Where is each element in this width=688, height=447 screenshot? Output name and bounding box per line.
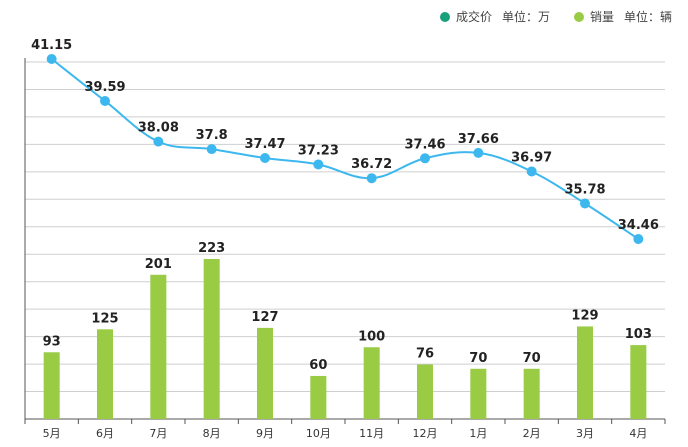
legend-price-name: 成交价 [455, 10, 492, 24]
price-value-label: 37.66 [458, 132, 499, 147]
price-point [206, 144, 217, 155]
legend-item-sales[interactable]: 销量 单位：辆 [573, 8, 672, 25]
price-point [420, 153, 430, 164]
legend-item-price[interactable]: 成交价 单位：万 [439, 8, 550, 25]
price-point [100, 95, 110, 106]
price-value-label: 36.72 [351, 157, 392, 172]
x-tick-label: 11月 [359, 427, 384, 440]
legend-sales-dot-icon [573, 11, 584, 22]
price-value-label: 36.97 [511, 150, 552, 165]
price-value-label: 37.47 [244, 137, 285, 152]
x-tick-label: 5月 [43, 427, 61, 440]
price-point [153, 136, 164, 147]
bar [43, 352, 60, 419]
bar [310, 375, 327, 419]
x-tick-label: 4月 [629, 427, 647, 440]
legend-sales-name: 销量 [589, 10, 614, 24]
price-value-label: 41.15 [31, 38, 72, 53]
price-point [526, 166, 537, 177]
price-point [313, 159, 324, 170]
bar [630, 345, 647, 419]
price-value-label: 37.8 [196, 128, 228, 143]
x-tick-label: 10月 [306, 427, 331, 440]
x-tick-label: 6月 [96, 427, 114, 440]
price-point [473, 147, 484, 158]
price-value-label: 35.78 [564, 182, 605, 197]
bar-value-label: 125 [91, 311, 118, 326]
legend: 成交价 单位：万 销量 单位：辆 [416, 8, 672, 25]
bar-value-label: 60 [309, 358, 327, 373]
x-tick-label: 3月 [576, 427, 594, 440]
price-point [46, 54, 57, 64]
bar [417, 364, 433, 419]
bar [577, 326, 593, 419]
legend-price-dot-icon [439, 11, 450, 22]
bar-value-label: 103 [625, 327, 652, 342]
x-tick-label: 2月 [523, 427, 541, 440]
legend-price-unit: 单位：万 [501, 10, 550, 24]
bar-value-label: 70 [523, 351, 541, 366]
x-tick-label: 9月 [256, 427, 274, 440]
x-tick-label: 12月 [413, 427, 438, 440]
bar-value-label: 129 [571, 308, 598, 323]
price-line [51, 58, 639, 240]
price-point [580, 198, 590, 209]
price-point [260, 153, 270, 164]
bar-value-label: 127 [251, 310, 278, 325]
x-tick-label: 8月 [203, 427, 221, 440]
bar-value-label: 93 [43, 334, 61, 349]
bar [203, 259, 220, 419]
bar-value-label: 70 [469, 351, 487, 366]
price-value-label: 38.08 [138, 121, 179, 136]
price-point [366, 173, 377, 184]
bar [150, 274, 167, 419]
bar-value-label: 223 [198, 241, 225, 256]
bar [97, 329, 113, 419]
price-value-label: 37.23 [298, 143, 339, 158]
legend-sales-unit: 单位：辆 [623, 10, 672, 24]
bar [257, 327, 273, 419]
bar-value-label: 201 [145, 257, 172, 272]
bar-value-label: 100 [358, 329, 385, 344]
bar-value-label: 76 [416, 346, 434, 361]
price-point [633, 234, 644, 244]
price-value-label: 39.59 [84, 80, 125, 95]
price-value-label: 34.46 [618, 218, 659, 233]
x-tick-label: 1月 [469, 427, 487, 440]
bar [470, 368, 487, 419]
x-tick-label: 7月 [149, 427, 167, 440]
price-value-label: 37.46 [404, 137, 445, 152]
bar [523, 368, 540, 419]
bar [363, 347, 380, 419]
